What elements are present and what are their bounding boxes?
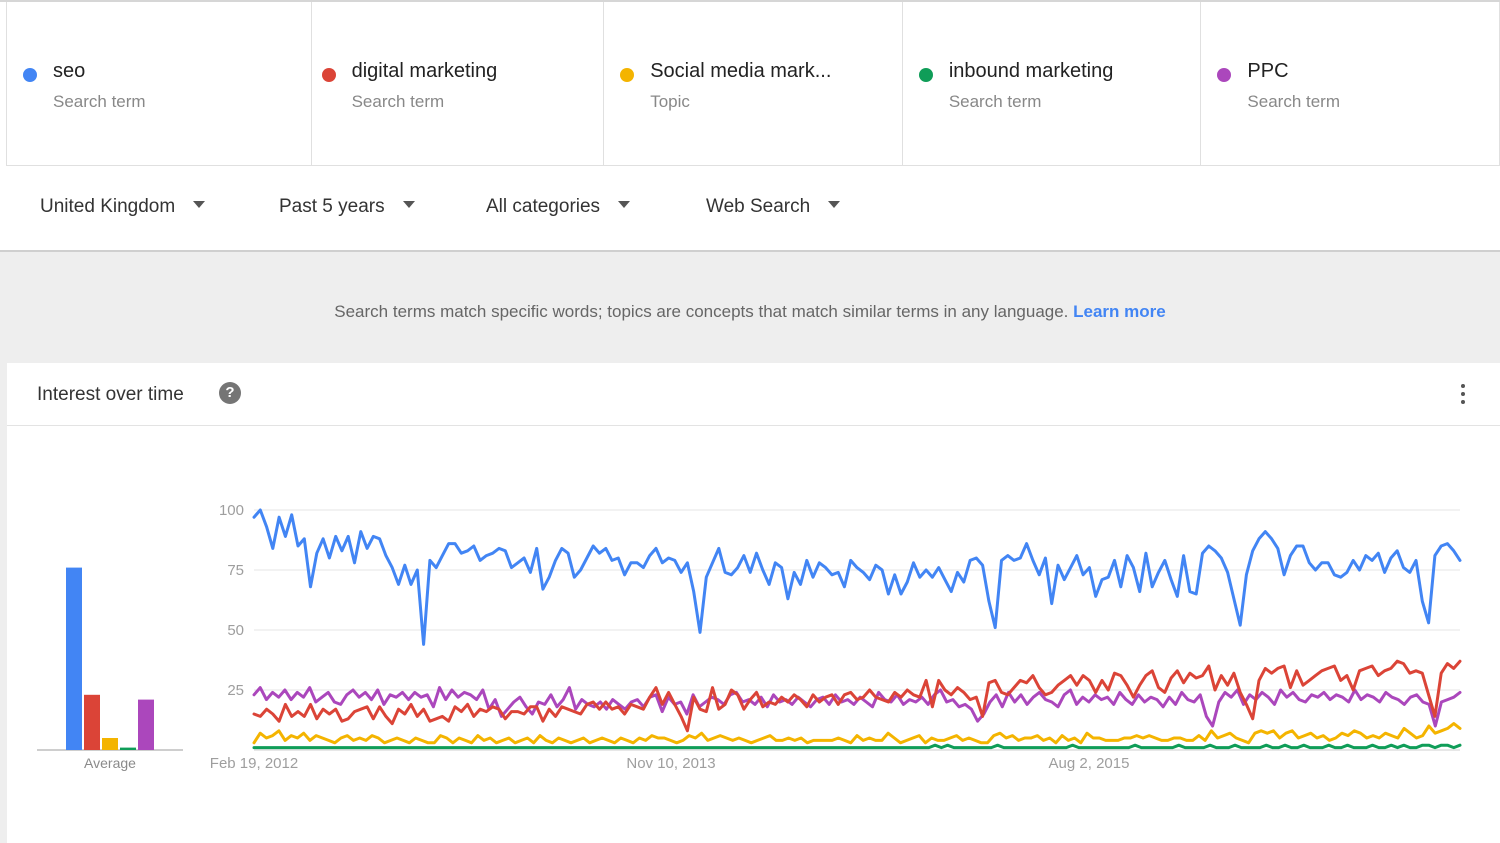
y-tick-label: 25 [227, 682, 244, 699]
term-type: Search term [351, 92, 445, 111]
term-name: PPC [1247, 60, 1289, 82]
series-color-dot [1217, 68, 1232, 82]
term-type: Search term [1247, 92, 1341, 111]
term-name: digital marketing [351, 60, 498, 82]
interest-chart: 25 50 75 100 Feb 19, 2012 Nov 10, 2013 Aug 2, … [37, 502, 1462, 772]
average-bar [66, 567, 82, 750]
term-type: Search term [948, 92, 1042, 111]
chevron-down-icon [193, 201, 206, 209]
average-bar [102, 738, 118, 750]
info-message: Search terms match specific words; topic… [334, 302, 1069, 321]
category-dropdown[interactable]: All categories [486, 196, 631, 218]
term-card-inbound-marketing[interactable]: inbound marketing Search term [902, 2, 1202, 166]
series-line-social-media-mark- [252, 722, 1462, 745]
term-card-seo[interactable]: seo Search term [6, 2, 312, 166]
time-range-dropdown[interactable]: Past 5 years [279, 196, 415, 218]
term-card-ppc[interactable]: PPC Search term [1201, 2, 1500, 166]
region-dropdown[interactable]: United Kingdom [40, 196, 206, 218]
filter-bar: United Kingdom Past 5 years All categori… [0, 166, 1500, 252]
average-bar [84, 694, 100, 750]
more-vert-icon[interactable] [1457, 384, 1469, 406]
time-range-label: Past 5 years [279, 196, 385, 217]
average-bar [120, 747, 136, 750]
series-color-dot [918, 68, 933, 82]
series-color-dot [23, 68, 37, 82]
average-bar [138, 699, 154, 750]
term-name: inbound marketing [948, 60, 1114, 82]
y-tick-label: 100 [219, 502, 244, 519]
info-banner: Search terms match specific words; topic… [0, 252, 1500, 362]
y-tick-label: 50 [227, 622, 244, 639]
average-label: Average [84, 755, 136, 771]
region-label: United Kingdom [40, 196, 176, 217]
term-name: Social media mark... [650, 60, 832, 82]
term-type: Topic [650, 92, 690, 111]
term-card-digital-marketing[interactable]: digital marketing Search term [305, 2, 605, 166]
series-color-dot [620, 68, 635, 82]
series-color-dot [321, 68, 336, 82]
chevron-down-icon [402, 201, 415, 209]
search-type-dropdown[interactable]: Web Search [706, 196, 841, 218]
chevron-down-icon [828, 201, 841, 209]
card-header: Interest over time ? [7, 363, 1500, 426]
x-tick-label: Feb 19, 2012 [210, 755, 298, 772]
learn-more-link[interactable]: Learn more [1073, 302, 1166, 321]
term-name: seo [53, 60, 86, 82]
y-tick-label: 75 [227, 562, 244, 579]
term-card-social-media-marketing[interactable]: Social media mark... Topic [604, 2, 903, 166]
series-line-digital-marketing [252, 659, 1462, 733]
search-type-label: Web Search [706, 196, 811, 217]
series-line-seo [252, 508, 1462, 646]
series-line-inbound-marketing [252, 743, 1462, 750]
interest-over-time-card: Interest over time ? 25 50 75 100 Feb 19, 20… [7, 363, 1500, 843]
card-title: Interest over time [37, 384, 184, 405]
help-icon[interactable]: ? [219, 382, 241, 404]
x-tick-label: Aug 2, 2015 [1049, 755, 1130, 772]
search-terms-bar: seo Search term digital marketing Search… [0, 0, 1500, 166]
x-tick-label: Nov 10, 2013 [626, 755, 715, 772]
category-label: All categories [486, 196, 601, 217]
chevron-down-icon [618, 201, 631, 209]
term-type: Search term [53, 92, 146, 111]
info-text: Search terms match specific words; topic… [0, 302, 1500, 322]
